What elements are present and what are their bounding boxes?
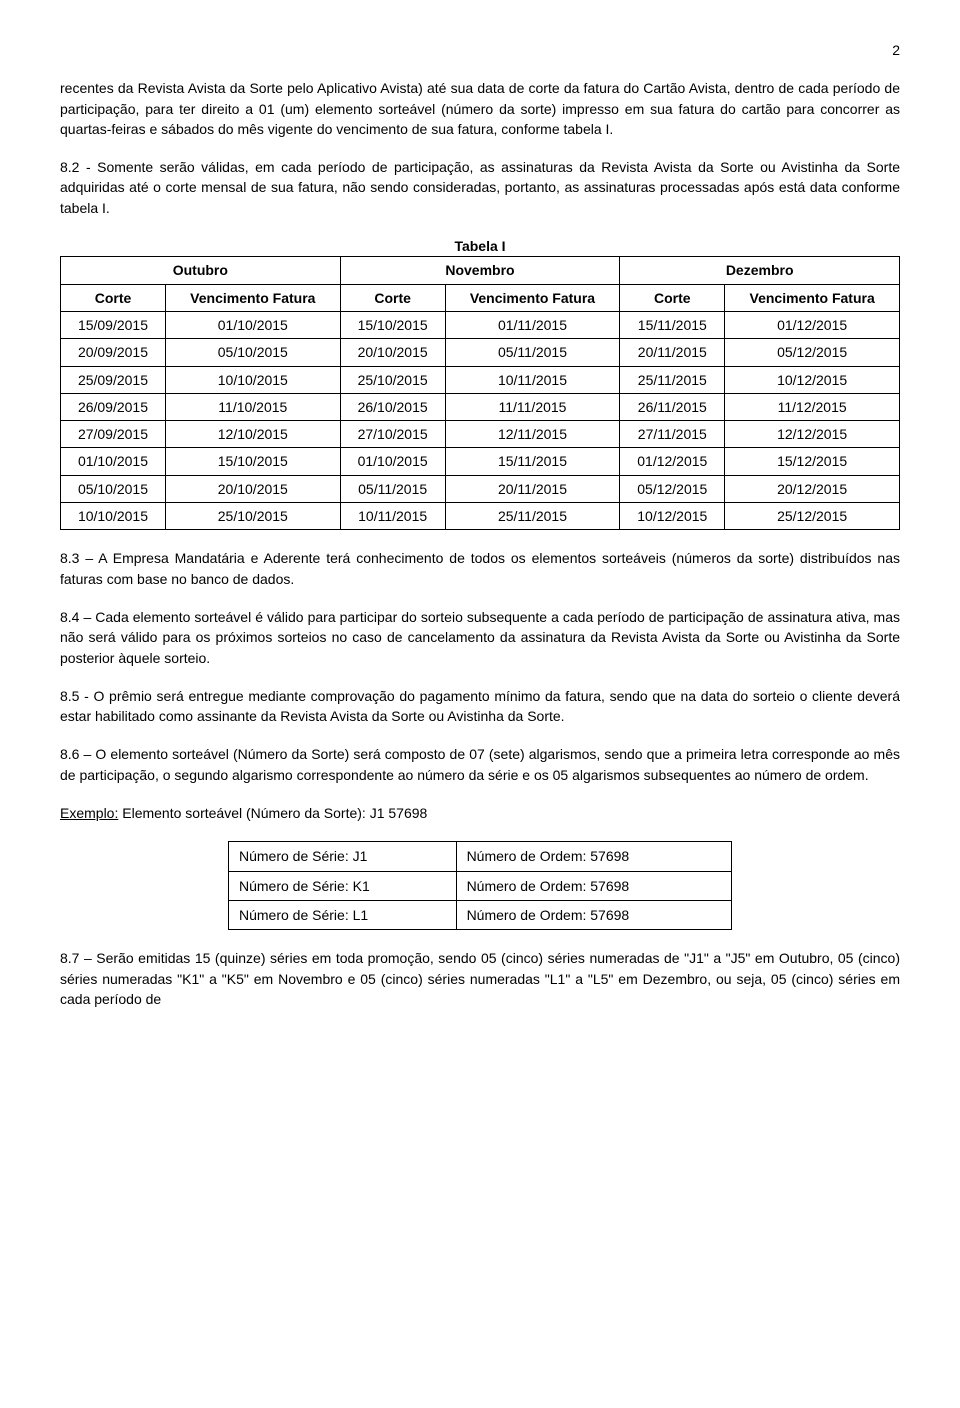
table-row: 25/09/201510/10/201525/10/201510/11/2015… — [61, 366, 900, 393]
table-row: Número de Série: L1Número de Ordem: 5769… — [229, 900, 732, 929]
tabela1-sub-header: Corte — [620, 284, 725, 311]
page-number: 2 — [60, 40, 900, 60]
table-cell: 05/10/2015 — [165, 339, 340, 366]
table-cell: 01/12/2015 — [725, 311, 900, 338]
table-cell: 01/10/2015 — [61, 448, 166, 475]
table-cell: 01/10/2015 — [340, 448, 445, 475]
table-cell: 25/10/2015 — [165, 503, 340, 530]
tabela1-month-header: Outubro — [61, 257, 341, 284]
table-cell: 11/12/2015 — [725, 393, 900, 420]
table-cell: Número de Série: L1 — [229, 900, 457, 929]
table-cell: 05/11/2015 — [445, 339, 620, 366]
table-cell: 10/12/2015 — [725, 366, 900, 393]
paragraph-8-1-cont: recentes da Revista Avista da Sorte pelo… — [60, 78, 900, 139]
table-cell: 15/09/2015 — [61, 311, 166, 338]
paragraph-8-2: 8.2 - Somente serão válidas, em cada per… — [60, 157, 900, 218]
table-cell: 12/12/2015 — [725, 421, 900, 448]
table-cell: 15/11/2015 — [620, 311, 725, 338]
table-cell: Número de Série: K1 — [229, 871, 457, 900]
table-cell: Número de Ordem: 57698 — [456, 871, 731, 900]
table-cell: Número de Ordem: 57698 — [456, 900, 731, 929]
tabela1: Outubro Novembro Dezembro Corte Vencimen… — [60, 256, 900, 530]
tabela1-month-header: Dezembro — [620, 257, 900, 284]
table-cell: 05/12/2015 — [620, 475, 725, 502]
table-cell: 01/10/2015 — [165, 311, 340, 338]
table-cell: 20/12/2015 — [725, 475, 900, 502]
table-cell: 15/11/2015 — [445, 448, 620, 475]
table-cell: 20/09/2015 — [61, 339, 166, 366]
paragraph-8-7: 8.7 – Serão emitidas 15 (quinze) séries … — [60, 948, 900, 1009]
table-cell: 25/11/2015 — [445, 503, 620, 530]
tabela1-month-header: Novembro — [340, 257, 620, 284]
table-cell: 27/09/2015 — [61, 421, 166, 448]
table-cell: 10/12/2015 — [620, 503, 725, 530]
table-row: Número de Série: J1Número de Ordem: 5769… — [229, 842, 732, 871]
table-cell: 15/12/2015 — [725, 448, 900, 475]
table-cell: 20/10/2015 — [340, 339, 445, 366]
table-cell: 26/10/2015 — [340, 393, 445, 420]
table-cell: 26/09/2015 — [61, 393, 166, 420]
table-cell: 10/11/2015 — [445, 366, 620, 393]
paragraph-8-5: 8.5 - O prêmio será entregue mediante co… — [60, 686, 900, 727]
table-row: 01/10/201515/10/201501/10/201515/11/2015… — [61, 448, 900, 475]
table-cell: 15/10/2015 — [340, 311, 445, 338]
table-row: 26/09/201511/10/201526/10/201511/11/2015… — [61, 393, 900, 420]
paragraph-8-3: 8.3 – A Empresa Mandatária e Aderente te… — [60, 548, 900, 589]
table-row: Número de Série: K1Número de Ordem: 5769… — [229, 871, 732, 900]
table-cell: Número de Série: J1 — [229, 842, 457, 871]
table-cell: 05/10/2015 — [61, 475, 166, 502]
table-cell: 27/11/2015 — [620, 421, 725, 448]
table-cell: 11/10/2015 — [165, 393, 340, 420]
tabela2: Número de Série: J1Número de Ordem: 5769… — [228, 841, 732, 930]
table-cell: 12/10/2015 — [165, 421, 340, 448]
exemplo-text: Elemento sorteável (Número da Sorte): J1… — [118, 805, 427, 821]
tabela1-sub-header: Corte — [61, 284, 166, 311]
table-row: 10/10/201525/10/201510/11/201525/11/2015… — [61, 503, 900, 530]
table-cell: 25/10/2015 — [340, 366, 445, 393]
table-cell: 01/11/2015 — [445, 311, 620, 338]
table-cell: 20/11/2015 — [620, 339, 725, 366]
table-cell: 26/11/2015 — [620, 393, 725, 420]
table-cell: 05/12/2015 — [725, 339, 900, 366]
table-cell: 25/12/2015 — [725, 503, 900, 530]
table-cell: 11/11/2015 — [445, 393, 620, 420]
table-cell: Número de Ordem: 57698 — [456, 842, 731, 871]
table-cell: 27/10/2015 — [340, 421, 445, 448]
tabela1-caption: Tabela I — [60, 236, 900, 256]
table-cell: 25/11/2015 — [620, 366, 725, 393]
table-row: 15/09/201501/10/201515/10/201501/11/2015… — [61, 311, 900, 338]
table-row: 20/09/201505/10/201520/10/201505/11/2015… — [61, 339, 900, 366]
table-cell: 20/11/2015 — [445, 475, 620, 502]
table-cell: 10/11/2015 — [340, 503, 445, 530]
table-row: 05/10/201520/10/201505/11/201520/11/2015… — [61, 475, 900, 502]
paragraph-8-4: 8.4 – Cada elemento sorteável é válido p… — [60, 607, 900, 668]
tabela1-sub-header: Vencimento Fatura — [725, 284, 900, 311]
table-cell: 10/10/2015 — [165, 366, 340, 393]
tabela1-sub-header: Vencimento Fatura — [445, 284, 620, 311]
table-cell: 12/11/2015 — [445, 421, 620, 448]
table-cell: 01/12/2015 — [620, 448, 725, 475]
paragraph-8-6: 8.6 – O elemento sorteável (Número da So… — [60, 744, 900, 785]
tabela1-sub-header: Corte — [340, 284, 445, 311]
table-row: 27/09/201512/10/201527/10/201512/11/2015… — [61, 421, 900, 448]
tabela1-sub-header: Vencimento Fatura — [165, 284, 340, 311]
table-cell: 15/10/2015 — [165, 448, 340, 475]
table-cell: 05/11/2015 — [340, 475, 445, 502]
table-cell: 20/10/2015 — [165, 475, 340, 502]
table-cell: 10/10/2015 — [61, 503, 166, 530]
exemplo-label: Exemplo: — [60, 805, 118, 821]
table-cell: 25/09/2015 — [61, 366, 166, 393]
exemplo-line: Exemplo: Elemento sorteável (Número da S… — [60, 803, 900, 823]
